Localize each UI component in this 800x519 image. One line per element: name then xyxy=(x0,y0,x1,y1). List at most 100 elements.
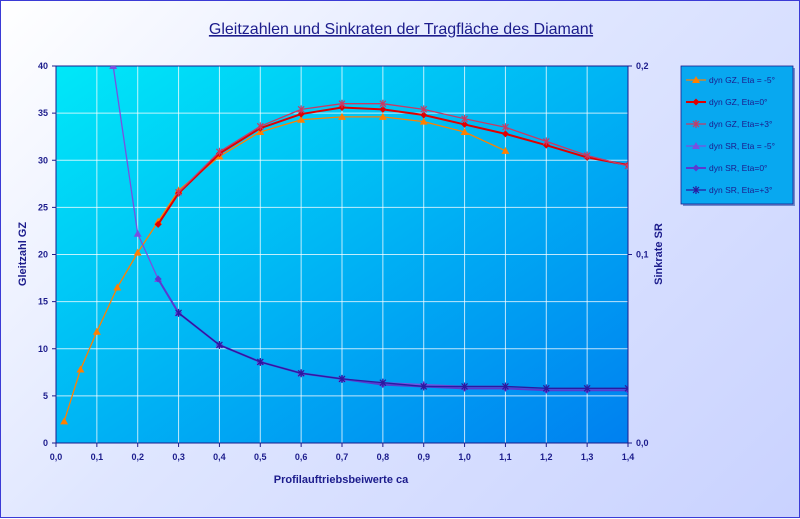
legend-swatch-marker xyxy=(692,186,700,194)
x-axis-label: Profilauftriebsbeiwerte ca xyxy=(274,474,409,486)
x-tick-label: 1,0 xyxy=(458,452,471,462)
data-point xyxy=(502,382,509,391)
y-tick-label: 0 xyxy=(43,438,48,448)
legend-label: dyn SR, Eta = -5° xyxy=(709,141,775,151)
legend-item: dyn SR, Eta=+3° xyxy=(686,185,772,195)
x-tick-label: 1,4 xyxy=(622,452,635,462)
x-tick-label: 0,8 xyxy=(377,452,390,462)
series-line xyxy=(178,312,628,389)
y-tick-label: 5 xyxy=(43,391,48,401)
data-point xyxy=(461,120,469,128)
x-tick-label: 0,7 xyxy=(336,452,349,462)
legend-label: dyn GZ, Eta = -5° xyxy=(709,75,775,85)
x-tick-label: 0,6 xyxy=(295,452,308,462)
legend-label: dyn SR, Eta=+3° xyxy=(709,185,772,195)
y-tick-label: 35 xyxy=(38,108,48,118)
y-tick-label: 10 xyxy=(38,344,48,354)
data-point xyxy=(338,99,346,108)
y-tick-label: 20 xyxy=(38,250,48,260)
legend-item: dyn GZ, Eta=0° xyxy=(686,97,767,107)
data-point xyxy=(256,357,264,366)
y-axis-label: Gleitzahl GZ xyxy=(17,222,29,286)
data-point xyxy=(460,127,469,135)
y-tick-label: 40 xyxy=(38,61,48,71)
data-point xyxy=(154,220,162,228)
data-point xyxy=(379,105,387,113)
legend-item: dyn GZ, Eta=+3° xyxy=(686,119,772,129)
data-point xyxy=(461,382,468,391)
x-tick-label: 0,0 xyxy=(50,452,63,462)
plot-area: 0,0 0,1 0,2 0,3 0,4 0,5 0,6 0,7 0,8 0,9 1,0 1,1 1,2 1… xyxy=(38,61,649,462)
legend-swatch-marker xyxy=(692,142,700,149)
legend-item: dyn SR, Eta = -5° xyxy=(686,141,775,151)
data-point xyxy=(461,114,468,123)
data-point xyxy=(109,66,118,69)
data-point xyxy=(297,115,306,123)
data-point xyxy=(297,105,305,114)
data-point xyxy=(420,382,428,391)
data-point xyxy=(338,112,346,120)
data-point xyxy=(338,374,346,383)
legend-swatch-marker xyxy=(692,164,700,172)
y-tick-label: 15 xyxy=(38,297,48,307)
legend-swatch-marker xyxy=(692,76,700,83)
y-tick-label: 25 xyxy=(38,202,48,212)
data-point xyxy=(583,151,591,160)
data-point xyxy=(175,308,182,317)
data-point xyxy=(378,112,387,120)
data-point xyxy=(175,188,182,197)
y2-tick-label: 0,2 xyxy=(636,61,649,71)
data-point xyxy=(502,123,509,132)
y-tick-label: 30 xyxy=(38,155,48,165)
data-point xyxy=(133,229,142,237)
y2-tick-label: 0,0 xyxy=(636,438,649,448)
data-point xyxy=(379,99,387,108)
data-point xyxy=(583,384,591,393)
legend-swatch-marker xyxy=(692,98,700,106)
data-point xyxy=(501,146,510,154)
data-point xyxy=(501,130,509,138)
x-tick-label: 0,4 xyxy=(213,452,226,462)
series-layer xyxy=(60,66,628,425)
x-tick-label: 0,9 xyxy=(417,452,430,462)
chart-title: Gleitzahlen und Sinkraten der Tragfläche… xyxy=(209,21,594,38)
data-point xyxy=(624,384,628,393)
data-point xyxy=(542,137,550,146)
x-tick-label: 1,2 xyxy=(540,452,553,462)
data-point xyxy=(419,117,428,125)
series-line xyxy=(178,103,628,193)
data-point xyxy=(420,111,428,119)
data-point xyxy=(420,105,428,114)
x-tick-label: 1,1 xyxy=(499,452,512,462)
y2-tick-label: 0,1 xyxy=(636,250,649,260)
data-point xyxy=(297,110,305,118)
x-tick-label: 0,2 xyxy=(131,452,144,462)
x-tick-label: 0,3 xyxy=(172,452,185,462)
legend-item: dyn GZ, Eta = -5° xyxy=(686,75,775,85)
data-point xyxy=(154,275,162,283)
data-point xyxy=(542,384,550,393)
data-point xyxy=(624,161,628,170)
legend-label: dyn SR, Eta=0° xyxy=(709,163,767,173)
data-point xyxy=(216,340,223,349)
data-point xyxy=(216,147,223,156)
data-point xyxy=(297,369,305,378)
x-tick-label: 1,3 xyxy=(581,452,594,462)
data-point xyxy=(92,327,101,335)
legend-box xyxy=(680,65,794,205)
series-3 xyxy=(175,99,628,197)
data-point xyxy=(76,365,85,373)
data-point xyxy=(256,122,264,131)
data-point xyxy=(113,283,122,291)
y2-axis-label: Sinkrate SR xyxy=(653,223,665,285)
data-point xyxy=(379,378,387,387)
legend-label: dyn GZ, Eta=0° xyxy=(709,97,767,107)
legend-label: dyn GZ, Eta=+3° xyxy=(709,119,772,129)
data-point xyxy=(60,417,69,425)
legend-item: dyn SR, Eta=0° xyxy=(686,163,767,173)
legend-swatch-marker xyxy=(692,120,700,128)
data-point xyxy=(133,248,142,256)
legend: dyn GZ, Eta = -5° dyn GZ, Eta=0° dyn GZ, E… xyxy=(680,65,795,206)
